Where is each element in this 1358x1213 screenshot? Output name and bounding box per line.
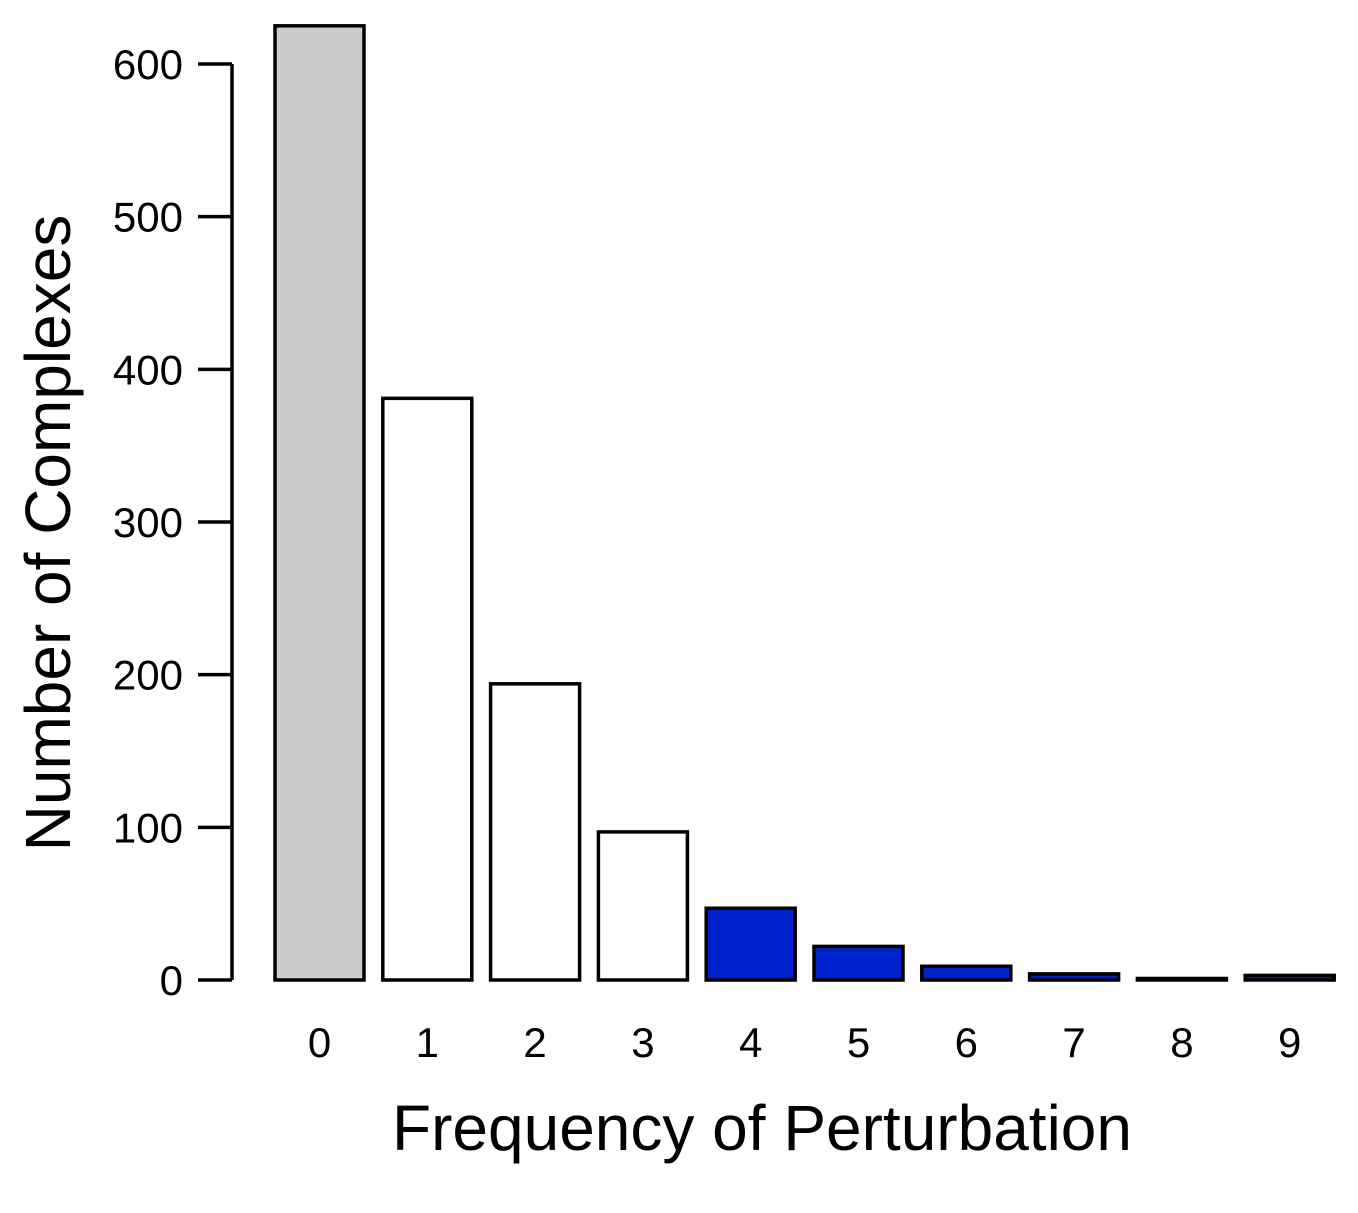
x-tick-label: 0 (308, 1019, 331, 1066)
x-tick-label: 3 (631, 1019, 654, 1066)
y-tick-label: 600 (113, 41, 183, 88)
bar-7 (1027, 972, 1121, 982)
bar-9 (1243, 973, 1336, 982)
bar-2 (488, 682, 582, 982)
x-tick-label: 6 (955, 1019, 978, 1066)
bar-4 (704, 906, 797, 982)
x-tick-label: 7 (1062, 1019, 1085, 1066)
x-tick-label: 8 (1170, 1019, 1193, 1066)
x-tick-label: 2 (523, 1019, 546, 1066)
y-tick-label: 0 (160, 957, 183, 1004)
x-tick-label: 5 (847, 1019, 870, 1066)
bar-6 (920, 964, 1013, 982)
x-axis: 0 1 2 3 4 5 6 7 8 9 (308, 1019, 1302, 1066)
y-axis: 0 100 200 300 400 500 600 (113, 41, 234, 1004)
bar-0 (273, 24, 366, 982)
bar-1 (381, 396, 474, 982)
bars-group (273, 24, 1336, 982)
y-axis-title: Number of Complexes (12, 215, 84, 852)
bar-5 (812, 944, 905, 982)
y-tick-label: 300 (113, 499, 183, 546)
x-tick-label: 1 (416, 1019, 439, 1066)
y-tick-label: 400 (113, 346, 183, 393)
bar-3 (596, 830, 690, 982)
y-tick-label: 200 (113, 652, 183, 699)
y-tick-label: 500 (113, 194, 183, 241)
bar-8 (1135, 976, 1229, 982)
x-tick-label: 9 (1278, 1019, 1301, 1066)
y-tick-label: 100 (113, 804, 183, 851)
x-tick-label: 4 (739, 1019, 762, 1066)
x-axis-title: Frequency of Perturbation (392, 1092, 1132, 1164)
